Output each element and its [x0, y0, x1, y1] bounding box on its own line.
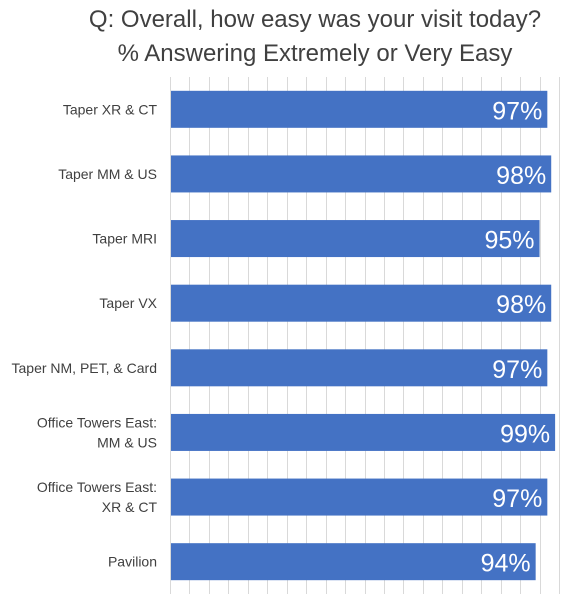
bar [170, 284, 552, 322]
data-label: 97% [492, 97, 542, 125]
bar [170, 543, 536, 581]
data-label: 94% [481, 550, 531, 578]
data-label: 98% [496, 162, 546, 190]
category-label: Office Towers East: [37, 414, 157, 430]
data-label: 98% [496, 291, 546, 319]
category-label: Taper MRI [92, 231, 157, 247]
bar [170, 349, 548, 387]
chart-title-line-1: Q: Overall, how easy was your visit toda… [88, 6, 542, 33]
category-label: Taper VX [99, 295, 157, 311]
category-label: Taper MM & US [58, 166, 157, 182]
data-label: 97% [492, 485, 542, 513]
data-label: 99% [500, 420, 550, 448]
chart-title-line-2: % Answering Extremely or Very Easy [117, 40, 513, 67]
category-label: Office Towers East: [37, 479, 157, 495]
data-label: 97% [492, 356, 542, 384]
bar [170, 413, 556, 451]
category-label: MM & US [97, 434, 157, 450]
bar [170, 90, 548, 128]
bar [170, 220, 540, 258]
category-label: XR & CT [102, 499, 158, 515]
bar [170, 155, 552, 193]
bar [170, 478, 548, 516]
category-label: Pavilion [108, 554, 157, 570]
category-label: Taper NM, PET, & Card [12, 360, 158, 376]
data-label: 95% [485, 227, 535, 255]
category-label: Taper XR & CT [63, 101, 158, 117]
